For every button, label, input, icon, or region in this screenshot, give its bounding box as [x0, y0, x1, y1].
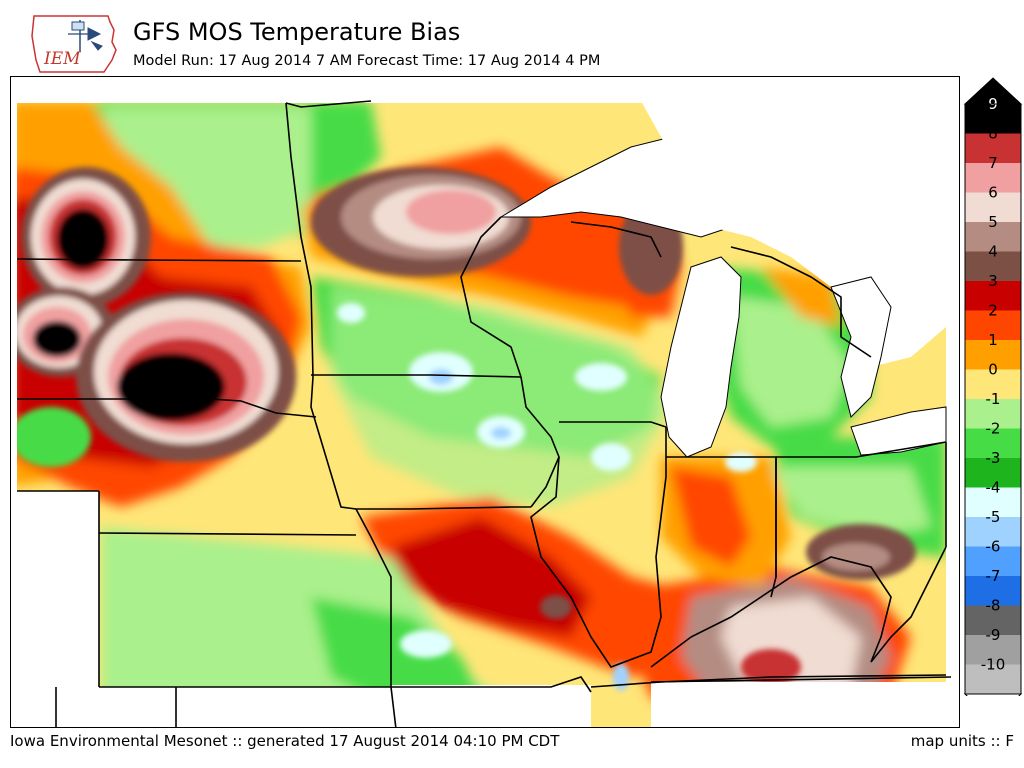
field-red-indiana [671, 467, 751, 567]
wi-mi-border [570, 221, 662, 258]
colorbar-tick-label: 8 [988, 125, 998, 143]
colorbar-tick-label: 6 [988, 184, 998, 202]
mn-ia-border [311, 374, 522, 378]
lake-michigan [660, 256, 742, 458]
colorbar-swatch [965, 163, 1021, 193]
colorbar-tick-label: -1 [986, 390, 1001, 408]
field-lightgreen-central [331, 287, 671, 507]
colorbar-swatch [965, 281, 1021, 311]
colorbar-tick-label: -6 [986, 538, 1001, 556]
colorbar-swatch [965, 399, 1021, 429]
colorbar-swatch [965, 664, 1021, 694]
page-subtitle: Model Run: 17 Aug 2014 7 AM Forecast Tim… [133, 53, 601, 69]
colorbar-swatch [965, 340, 1021, 370]
colorbar-swatch [965, 104, 1021, 134]
il-border [530, 427, 667, 668]
field-cool-2b [491, 427, 511, 439]
field-cool-6 [400, 630, 452, 658]
colorbar-tick-label: 4 [988, 243, 998, 261]
field-cool-7 [725, 452, 757, 472]
colorbar-swatch [965, 428, 1021, 458]
field-green-iowa-west [11, 407, 91, 467]
colorbar-tick-label: -2 [986, 420, 1001, 438]
field-cool-1b [429, 369, 453, 385]
field-pink-minnesota [406, 190, 496, 234]
colorbar-tick-label: -3 [986, 449, 1001, 467]
ne-ks-border [98, 532, 357, 536]
colorbar-frame [964, 103, 1022, 695]
footer-units: map units :: F [910, 732, 1014, 750]
wv-border [870, 546, 947, 663]
lake-huron [830, 276, 892, 418]
colorbar-tick-label: 1 [988, 331, 998, 349]
colorbar-swatch [965, 546, 1021, 576]
colorbar-swatch [965, 222, 1021, 252]
colorbar-tick-label: -10 [981, 656, 1006, 674]
mn-wi-border [460, 216, 522, 378]
field-lightgreen-michigan [731, 297, 851, 427]
mi-border [730, 246, 872, 358]
colorbar-tick-label: -5 [986, 508, 1001, 526]
ia-border-east [520, 376, 560, 508]
field-cool-4 [337, 303, 365, 323]
iem-logo: IEM [31, 15, 117, 73]
tn-border [590, 674, 947, 688]
colorbar-tick-label: -4 [986, 479, 1001, 497]
colorbar-swatch [965, 251, 1021, 281]
field-pale-ohio [822, 543, 890, 571]
field-black-sd [117, 353, 225, 421]
colorbar-swatch [965, 635, 1021, 665]
logo-text: IEM [43, 49, 81, 69]
weathervane-icon [68, 20, 103, 52]
mn-north [285, 100, 372, 108]
outside-domain [11, 77, 959, 727]
colorbar-tick-label: -8 [986, 597, 1001, 615]
colorbar-tick-label: 0 [988, 361, 998, 379]
colorbar-swatch [965, 487, 1021, 517]
sd-ne-border [17, 398, 317, 418]
colorbar-swatch [965, 310, 1021, 340]
field-lightgreen-northwest [101, 107, 311, 247]
colorbar-tick-label: -9 [986, 626, 1001, 644]
ky-border [650, 556, 892, 668]
nd-sd-border [16, 258, 302, 262]
ia-mo-border [356, 506, 531, 510]
footer-credit: Iowa Environmental Mesonet :: generated … [10, 732, 560, 750]
ks-mo-border [355, 508, 392, 687]
ia-border-west [310, 376, 357, 510]
colorbar-tick-label: 3 [988, 272, 998, 290]
field-red-kentucky-core [741, 649, 801, 685]
colorbar-tick-label: 2 [988, 302, 998, 320]
colorbar-swatch [965, 133, 1021, 163]
ky-tn [650, 676, 952, 683]
page-title: GFS MOS Temperature Bias [133, 18, 461, 46]
bias-map [11, 77, 959, 727]
state-boundaries [16, 100, 952, 727]
colorbar-tick-label: 7 [988, 154, 998, 172]
colorbar-swatch [965, 192, 1021, 222]
field-darkbrown-missouri [540, 595, 572, 619]
colorbar-swatch [965, 605, 1021, 635]
nd-mn-border [285, 102, 314, 378]
colorbar-swatch [965, 458, 1021, 488]
field-lightgreen-ohio [771, 467, 931, 537]
map-panel [10, 76, 960, 728]
colorbar-swatch [965, 576, 1021, 606]
wi-il-border [559, 421, 667, 428]
mo-ar-border [391, 676, 592, 693]
colorbar-tick-label: -7 [986, 567, 1001, 585]
field-cool-5 [591, 443, 631, 471]
field-black-nw1 [57, 209, 109, 269]
field-green-south [311, 597, 481, 707]
field-cool-3 [575, 363, 627, 391]
oh-border [776, 441, 947, 458]
field-orange-lowermich [761, 267, 841, 327]
ar-border [390, 686, 397, 727]
colorbar-swatch [965, 517, 1021, 547]
colorbar-swatch [965, 369, 1021, 399]
field-black-nw2 [33, 321, 81, 357]
colorbar-tick-label: 5 [988, 213, 998, 231]
field-cool-8 [613, 663, 629, 691]
